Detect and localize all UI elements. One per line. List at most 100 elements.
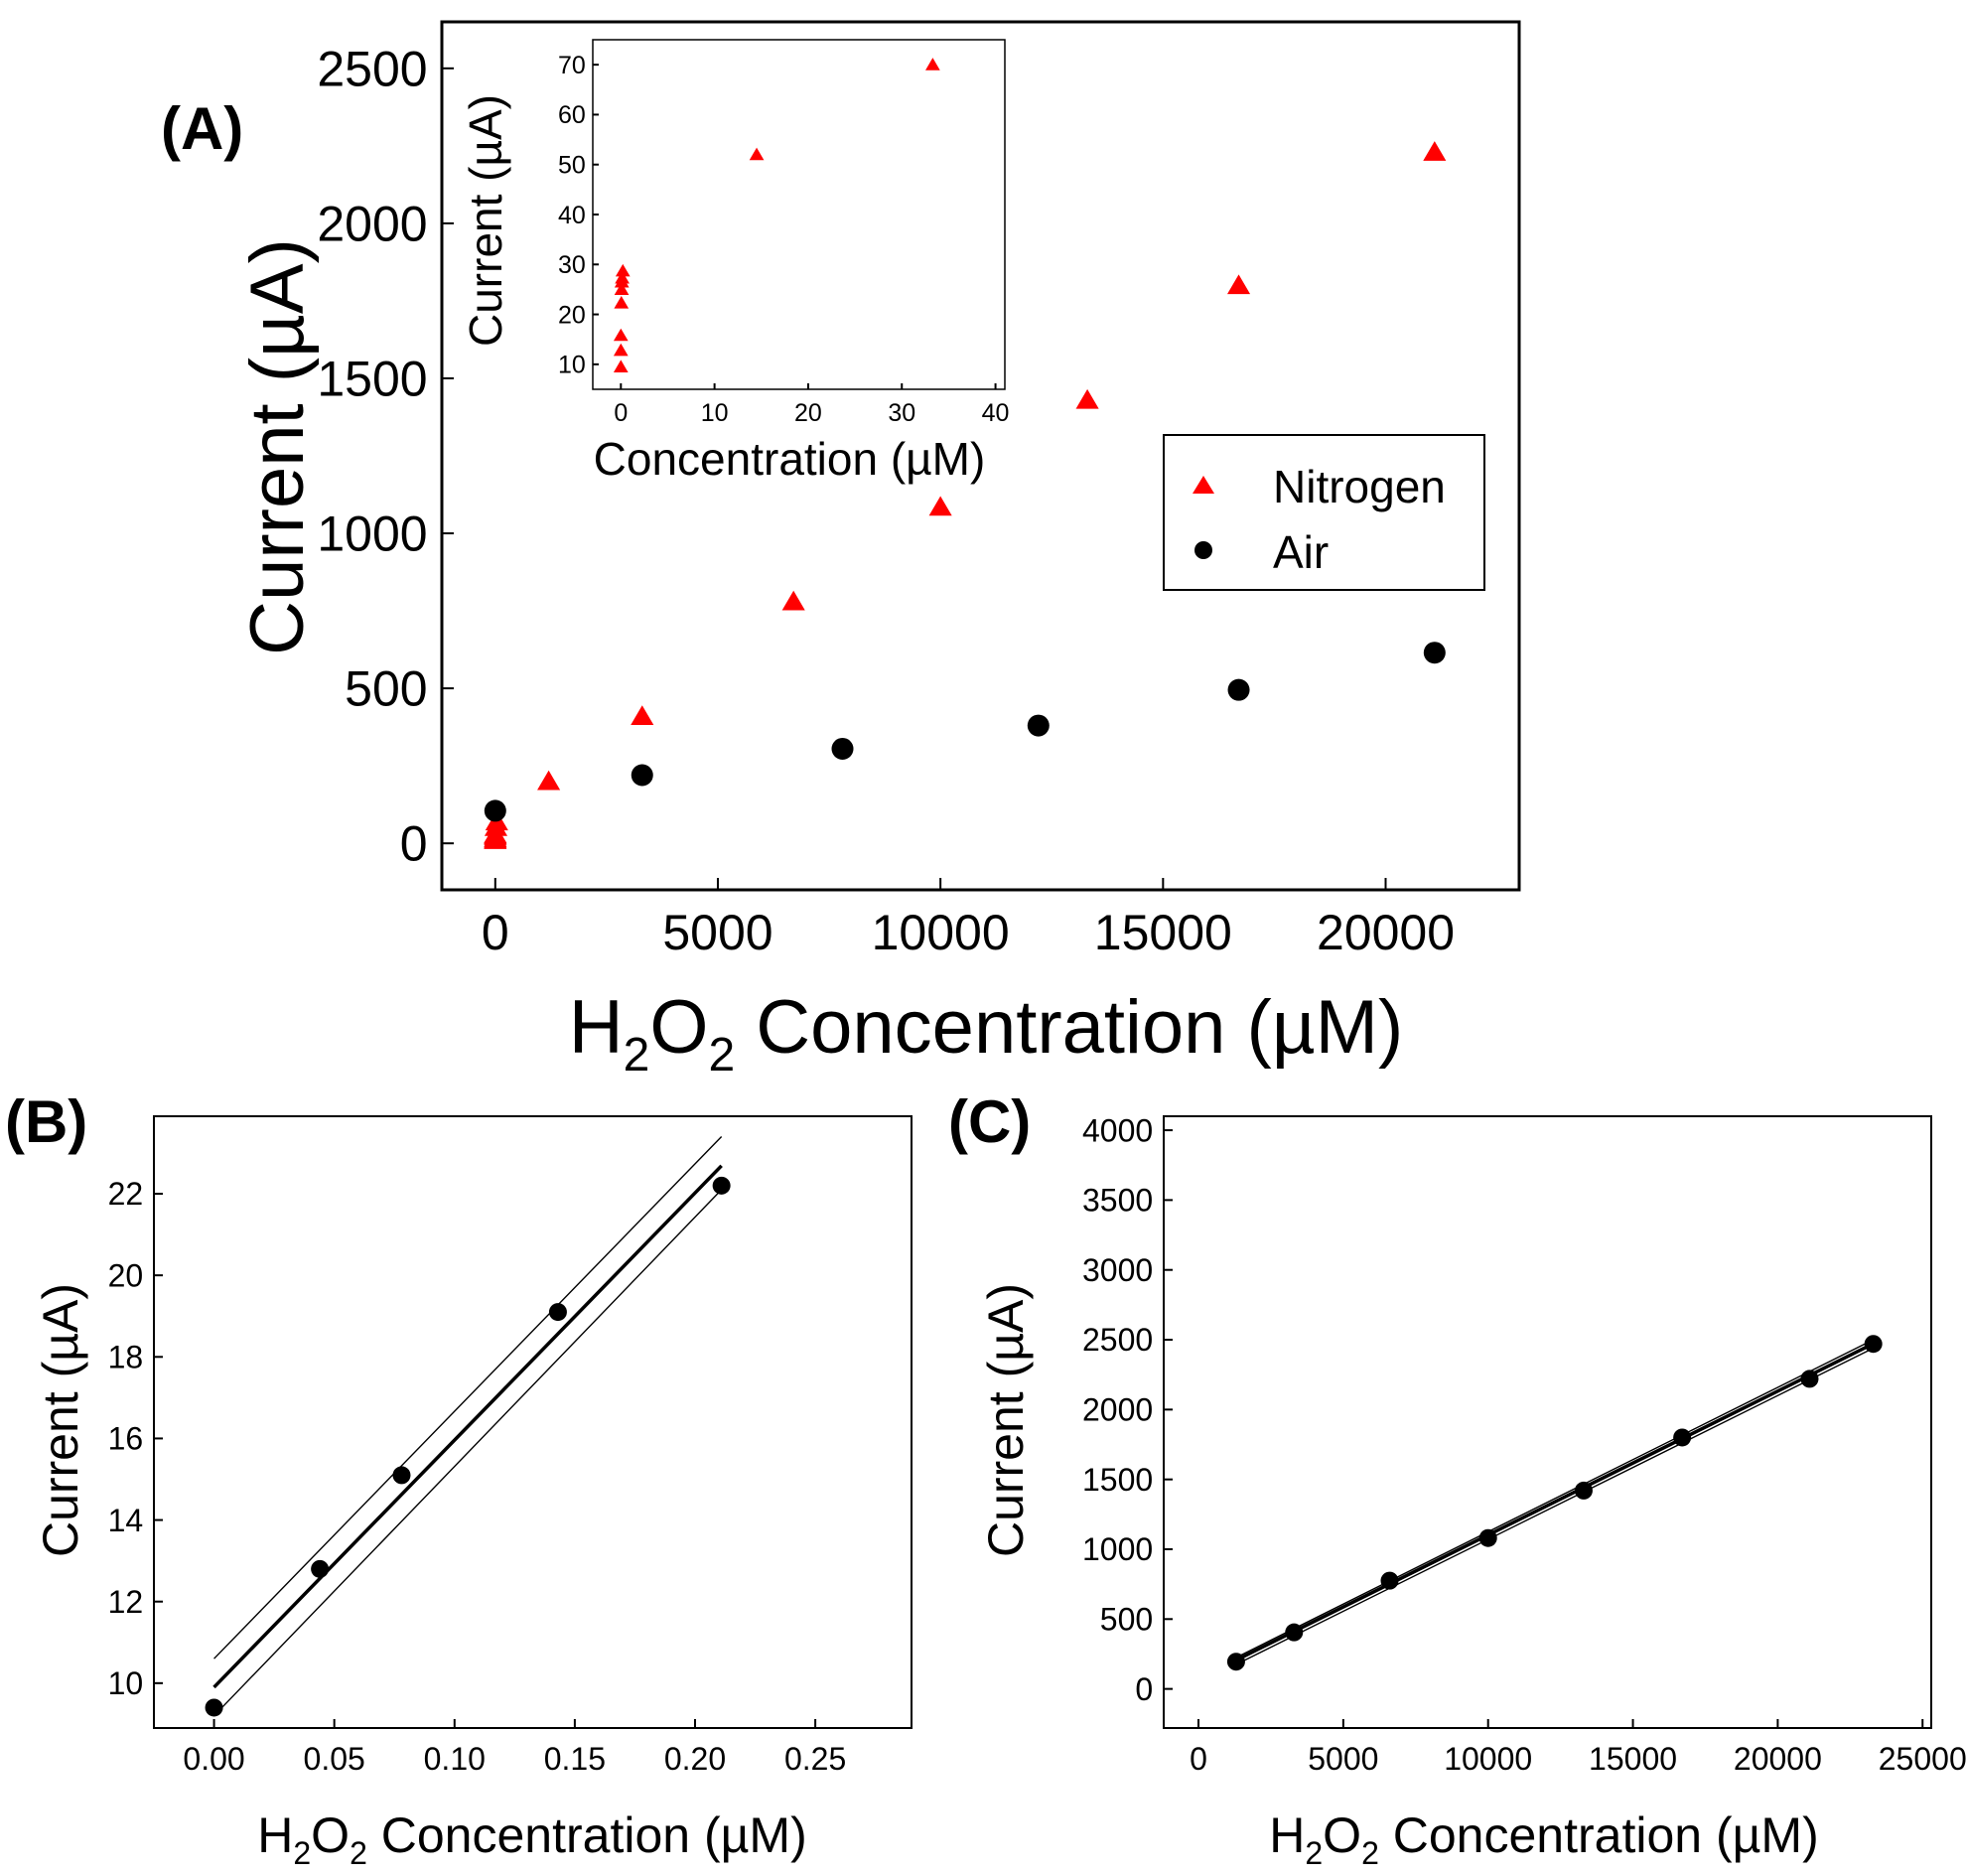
data-point-nitrogen [1423, 141, 1447, 161]
panel-a-plot-frame [440, 20, 1521, 892]
x-tick-label: 10000 [872, 905, 1010, 960]
y-tick-label: 1500 [317, 351, 427, 406]
y-tick-label: 1500 [1082, 1462, 1153, 1498]
panel-c-fit-lines [1235, 1339, 1875, 1665]
data-point-nitrogen [613, 328, 629, 342]
data-point-air [831, 737, 854, 760]
y-tick-label: 0 [400, 816, 428, 872]
inset-plot-frame [592, 39, 1006, 390]
data-point-data [205, 1698, 223, 1717]
y-tick-label: 40 [558, 202, 586, 229]
data-point-air [631, 764, 653, 787]
x-tick-label: 20 [794, 399, 822, 427]
linear-fit-line [1235, 1342, 1875, 1662]
panel-b: (B) 0.00 0.05 0.10 0.15 0.20 0.25 10 12 14 16 18 2… [5, 1088, 913, 1871]
x-tick-label: 40 [982, 399, 1010, 427]
inset-x-axis-label: Concentration (µM) [594, 433, 986, 485]
data-point-nitrogen [928, 496, 952, 516]
panel-c-x-label-sub2: 2 [1361, 1835, 1379, 1871]
y-tick-label: 4000 [1082, 1112, 1153, 1148]
data-point-nitrogen [615, 270, 630, 284]
y-tick-label: 18 [108, 1339, 144, 1374]
panel-c-plot-frame [1163, 1115, 1932, 1729]
panel-a-x-axis-label: H2O2 Concentration (µM) [569, 985, 1404, 1082]
x-tick-label: 25000 [1879, 1741, 1966, 1777]
x-tick-label: 0 [1190, 1741, 1207, 1777]
panel-b-x-label-o: O [311, 1807, 350, 1863]
y-tick-label: 2000 [1082, 1392, 1153, 1428]
y-tick-label: 500 [1100, 1602, 1153, 1638]
data-point-nitrogen [613, 343, 629, 357]
confidence-band-lower [213, 1189, 723, 1717]
x-tick-label: 15000 [1589, 1741, 1677, 1777]
x-tick-label: 0 [614, 399, 628, 427]
data-point-air [1423, 642, 1446, 664]
x-tick-label: 0.20 [664, 1741, 726, 1777]
panel-b-y-tick-labels: 10 12 14 16 18 20 22 [108, 1176, 163, 1701]
y-tick-label: 50 [558, 151, 586, 179]
y-tick-label: 10 [108, 1665, 144, 1701]
data-point-air [484, 799, 506, 822]
y-tick-label: 70 [558, 52, 586, 79]
panel-b-data-points [205, 1176, 731, 1717]
panel-a-data-points [484, 141, 1447, 849]
y-tick-label: 3000 [1082, 1252, 1153, 1288]
panel-c-x-label-rest: Concentration (µM) [1379, 1807, 1819, 1863]
data-point-data [1574, 1481, 1593, 1500]
confidence-band-upper [1235, 1339, 1874, 1659]
inset-y-axis-label: Current (µA) [460, 94, 511, 347]
y-tick-label: 3500 [1082, 1183, 1153, 1219]
y-tick-label: 22 [108, 1176, 144, 1212]
x-tick-label: 20000 [1317, 905, 1455, 960]
x-tick-label: 0.00 [183, 1741, 244, 1777]
data-point-nitrogen [781, 590, 805, 611]
panel-c-y-tick-labels: 0 500 1000 1500 2000 2500 3000 3500 4000 [1082, 1112, 1173, 1707]
panel-b-fit-lines [212, 1136, 723, 1717]
legend-air-label: Air [1273, 526, 1329, 578]
data-point-data [548, 1303, 567, 1322]
data-point-nitrogen [631, 705, 654, 725]
x-tick-label: 0 [482, 905, 509, 960]
data-point-data [1285, 1623, 1304, 1642]
y-tick-label: 1000 [317, 506, 427, 562]
y-tick-label: 30 [558, 251, 586, 279]
legend-air-marker [1194, 541, 1212, 559]
panel-c-x-label-sub1: 2 [1305, 1835, 1323, 1871]
confidence-band-upper [213, 1136, 723, 1660]
data-point-nitrogen [615, 263, 631, 277]
panel-a-y-tick-labels: 0 500 1000 1500 2000 2500 [317, 41, 454, 872]
panel-a-x-label-sub2: 2 [708, 1029, 735, 1082]
y-tick-label: 16 [108, 1421, 144, 1457]
y-tick-label: 0 [1135, 1671, 1153, 1707]
legend-frame [1163, 434, 1485, 591]
confidence-band-lower [1235, 1347, 1874, 1665]
data-point-data [1864, 1335, 1883, 1354]
y-tick-label: 10 [558, 352, 586, 379]
panel-c-y-axis-label: Current (µA) [978, 1283, 1034, 1557]
x-tick-label: 10000 [1444, 1741, 1532, 1777]
panel-c-label: (C) [948, 1088, 1031, 1155]
panel-b-x-label-h: H [257, 1807, 293, 1863]
data-point-data [1226, 1653, 1245, 1671]
data-point-air [1027, 714, 1050, 737]
data-point-nitrogen [614, 282, 630, 296]
y-tick-label: 20 [108, 1257, 144, 1293]
panel-c-x-axis-label: H2O2 Concentration (µM) [1269, 1807, 1818, 1871]
panel-b-x-label-sub2: 2 [350, 1835, 367, 1871]
data-point-data [1478, 1528, 1497, 1547]
y-tick-label: 12 [108, 1584, 144, 1620]
panel-b-x-label-rest: Concentration (µM) [367, 1807, 807, 1863]
y-tick-label: 2500 [317, 41, 427, 96]
panel-c-x-label-h: H [1269, 1807, 1305, 1863]
panel-c: (C) 0 5000 10000 15000 20000 25000 0 500 1000 15… [948, 1088, 1966, 1871]
panel-a: (A) 0 5000 10000 15000 20000 050010001500200… [161, 20, 1521, 1082]
data-point-data [1673, 1428, 1692, 1447]
y-tick-label: 20 [558, 301, 586, 329]
panel-c-x-tick-labels: 0 5000 10000 15000 20000 25000 [1190, 1719, 1966, 1777]
data-point-nitrogen [1226, 274, 1251, 295]
legend-nitrogen-marker [1193, 476, 1214, 494]
panel-a-x-label-h: H [569, 985, 624, 1070]
x-tick-label: 30 [888, 399, 915, 427]
x-tick-label: 5000 [662, 905, 772, 960]
legend-nitrogen-label: Nitrogen [1273, 461, 1446, 512]
